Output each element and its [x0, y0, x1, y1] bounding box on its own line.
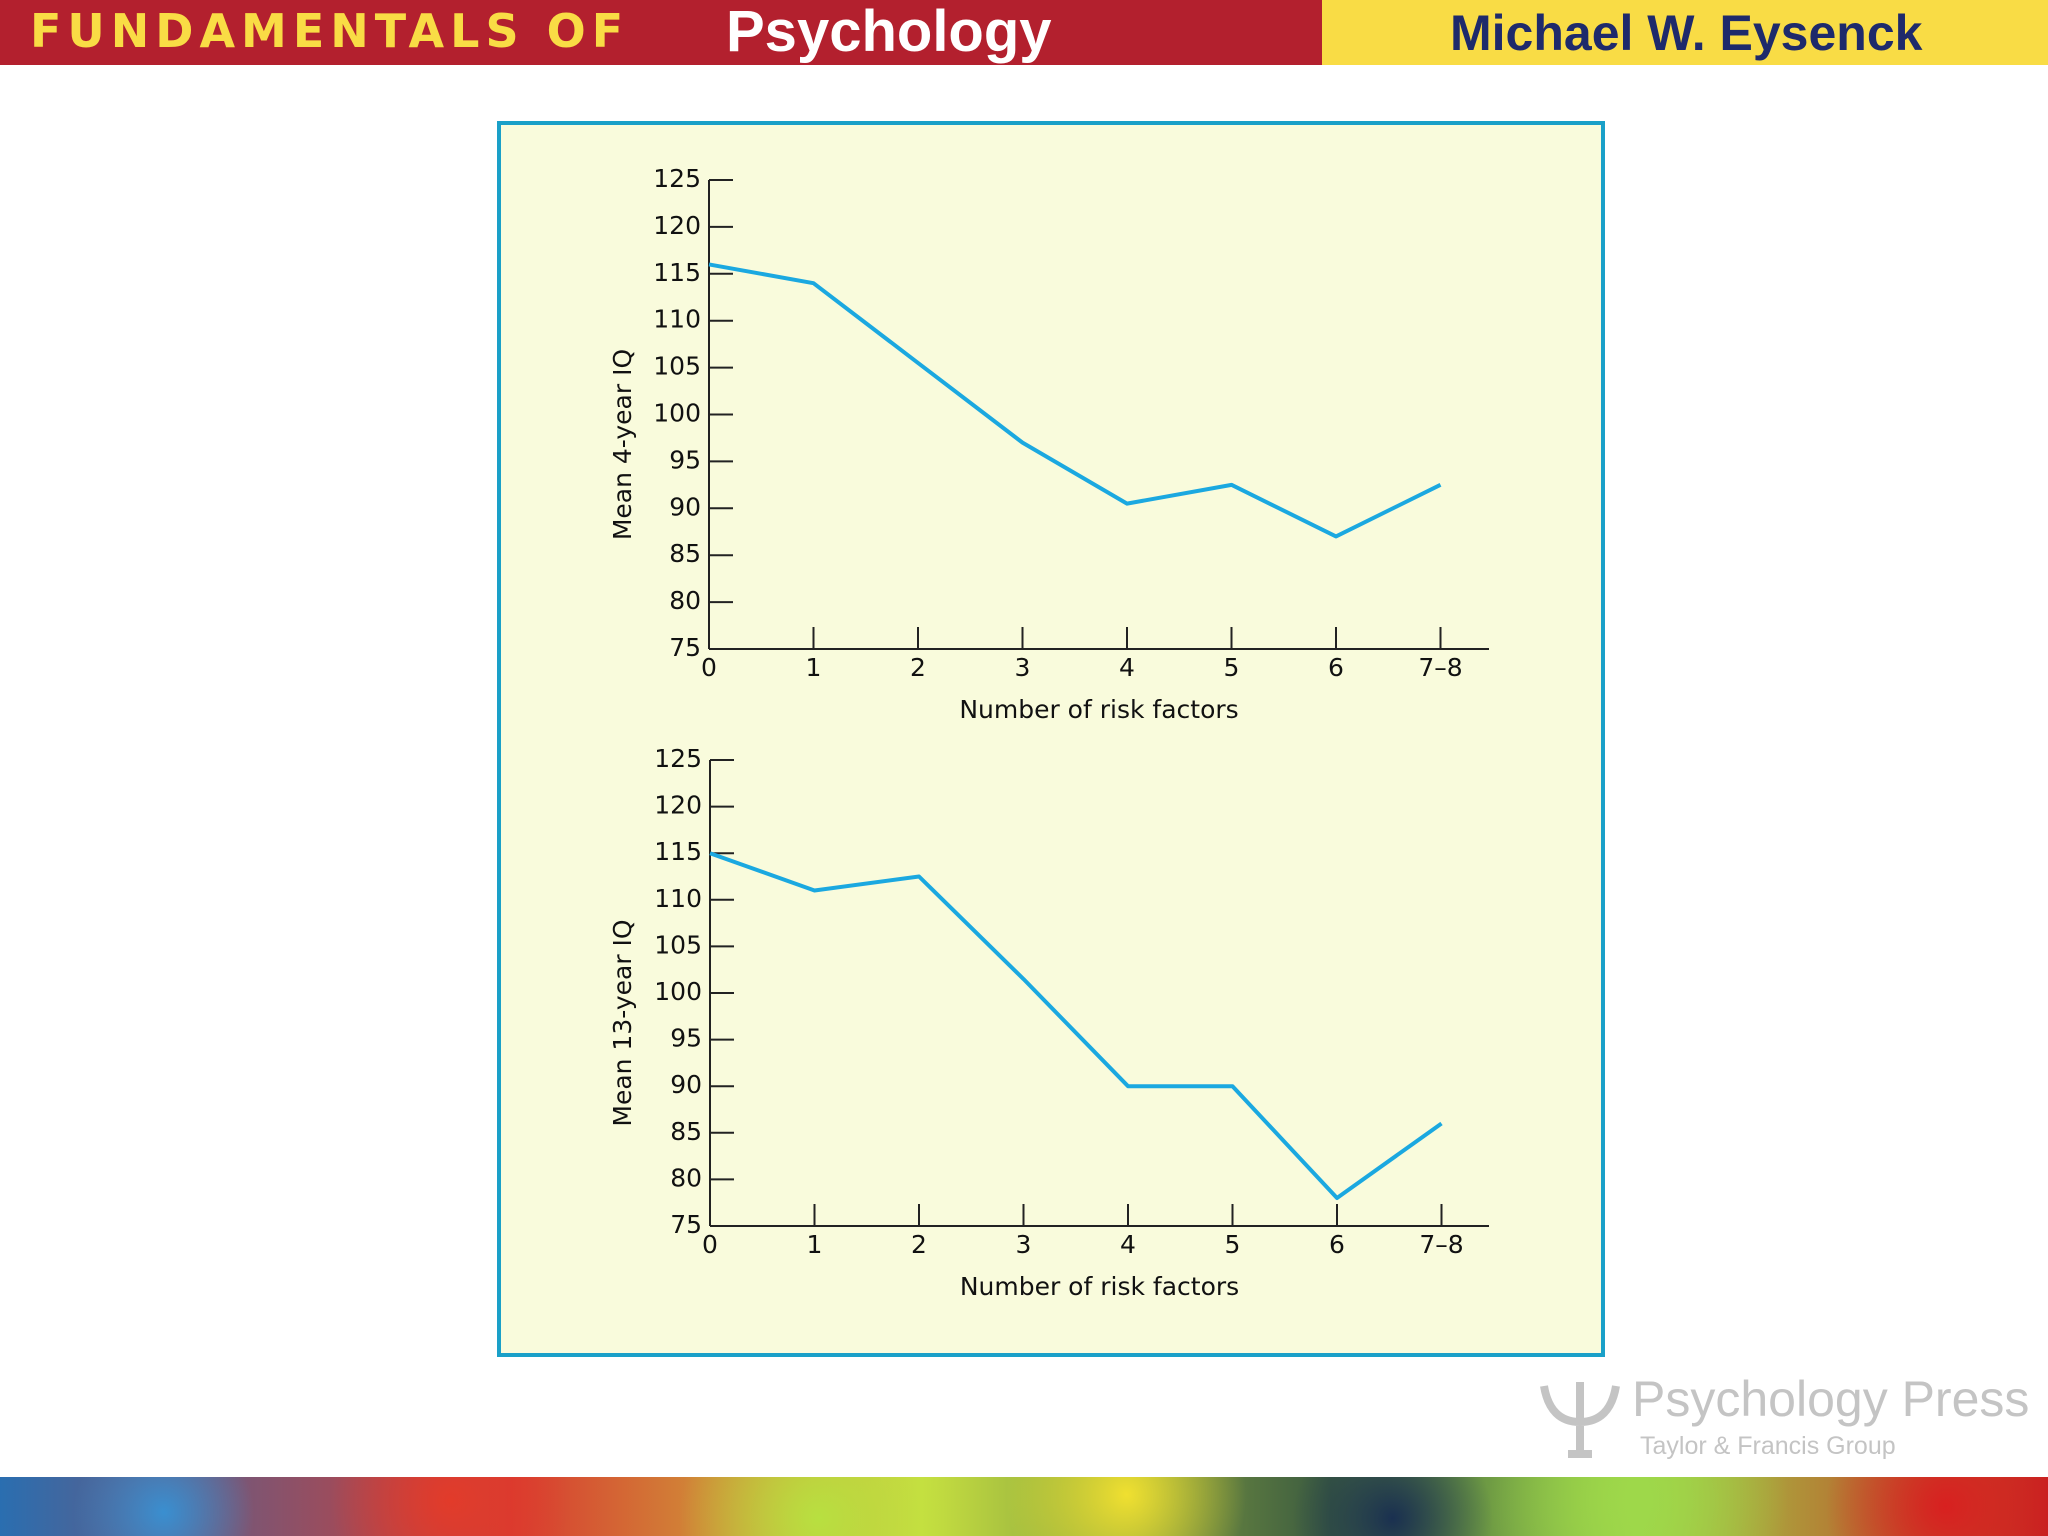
data-line: [708, 262, 1442, 539]
y-tick-label: 125: [654, 744, 702, 773]
figure-panel: [497, 121, 1605, 1357]
x-tick-label: 2: [911, 1230, 927, 1259]
x-tick-label: 6: [1328, 653, 1344, 682]
logo-icon: [1540, 1382, 1620, 1458]
x-tick-label: 7–8: [1419, 1230, 1463, 1259]
y-tick-label: 110: [653, 305, 701, 334]
y-tick-label: 120: [653, 211, 701, 240]
y-axis-label: Mean 13-year IQ: [608, 919, 637, 1126]
x-tick-label: 1: [807, 1230, 823, 1259]
y-tick-label: 85: [669, 539, 701, 568]
author-bar: Michael W. Eysenck: [1322, 0, 2048, 65]
author: Michael W. Eysenck: [1450, 5, 1923, 61]
y-tick-label: 90: [670, 1070, 702, 1099]
y-tick-label: 125: [653, 164, 701, 193]
series-title: Psychology: [726, 0, 1052, 64]
y-tick-label: 75: [669, 633, 701, 662]
x-tick-label: 4: [1120, 1230, 1136, 1259]
x-tick-label: 5: [1224, 653, 1240, 682]
y-axis-label: Mean 4-year IQ: [608, 349, 637, 540]
y-tick-label: 85: [670, 1117, 702, 1146]
publisher-group: Taylor & Francis Group: [1640, 1432, 1896, 1460]
x-tick-label: 0: [701, 653, 717, 682]
x-tick-label: 2: [910, 653, 926, 682]
x-tick-label: 3: [1016, 1230, 1032, 1259]
x-tick-label: 4: [1119, 653, 1135, 682]
decorative-band: [0, 1477, 2048, 1536]
header-bar: FUNDAMENTALS OF Psychology: [0, 0, 1322, 65]
y-tick-label: 90: [669, 492, 701, 521]
y-tick-label: 80: [670, 1163, 702, 1192]
x-axis-label: Number of risk factors: [959, 695, 1238, 724]
x-tick-label: 7–8: [1418, 653, 1462, 682]
y-tick-label: 105: [653, 352, 701, 381]
y-tick-label: 80: [669, 586, 701, 615]
y-tick-label: 105: [654, 930, 702, 959]
publisher: Psychology Press: [1632, 1371, 2030, 1427]
data-line: [709, 851, 1443, 1201]
x-tick-label: 6: [1329, 1230, 1345, 1259]
y-tick-label: 120: [654, 791, 702, 820]
y-tick-label: 115: [654, 837, 702, 866]
y-tick-label: 95: [669, 445, 701, 474]
x-axis-label: Number of risk factors: [960, 1272, 1239, 1301]
y-tick-label: 115: [653, 258, 701, 287]
y-tick-label: 100: [654, 977, 702, 1006]
x-tick-label: 5: [1225, 1230, 1241, 1259]
y-tick-label: 95: [670, 1024, 702, 1053]
x-tick-label: 0: [702, 1230, 718, 1259]
x-tick-label: 1: [806, 653, 822, 682]
y-tick-label: 75: [670, 1210, 702, 1239]
series-caps: FUNDAMENTALS OF: [30, 4, 630, 58]
y-tick-label: 100: [653, 399, 701, 428]
x-tick-label: 3: [1015, 653, 1031, 682]
y-tick-label: 110: [654, 884, 702, 913]
